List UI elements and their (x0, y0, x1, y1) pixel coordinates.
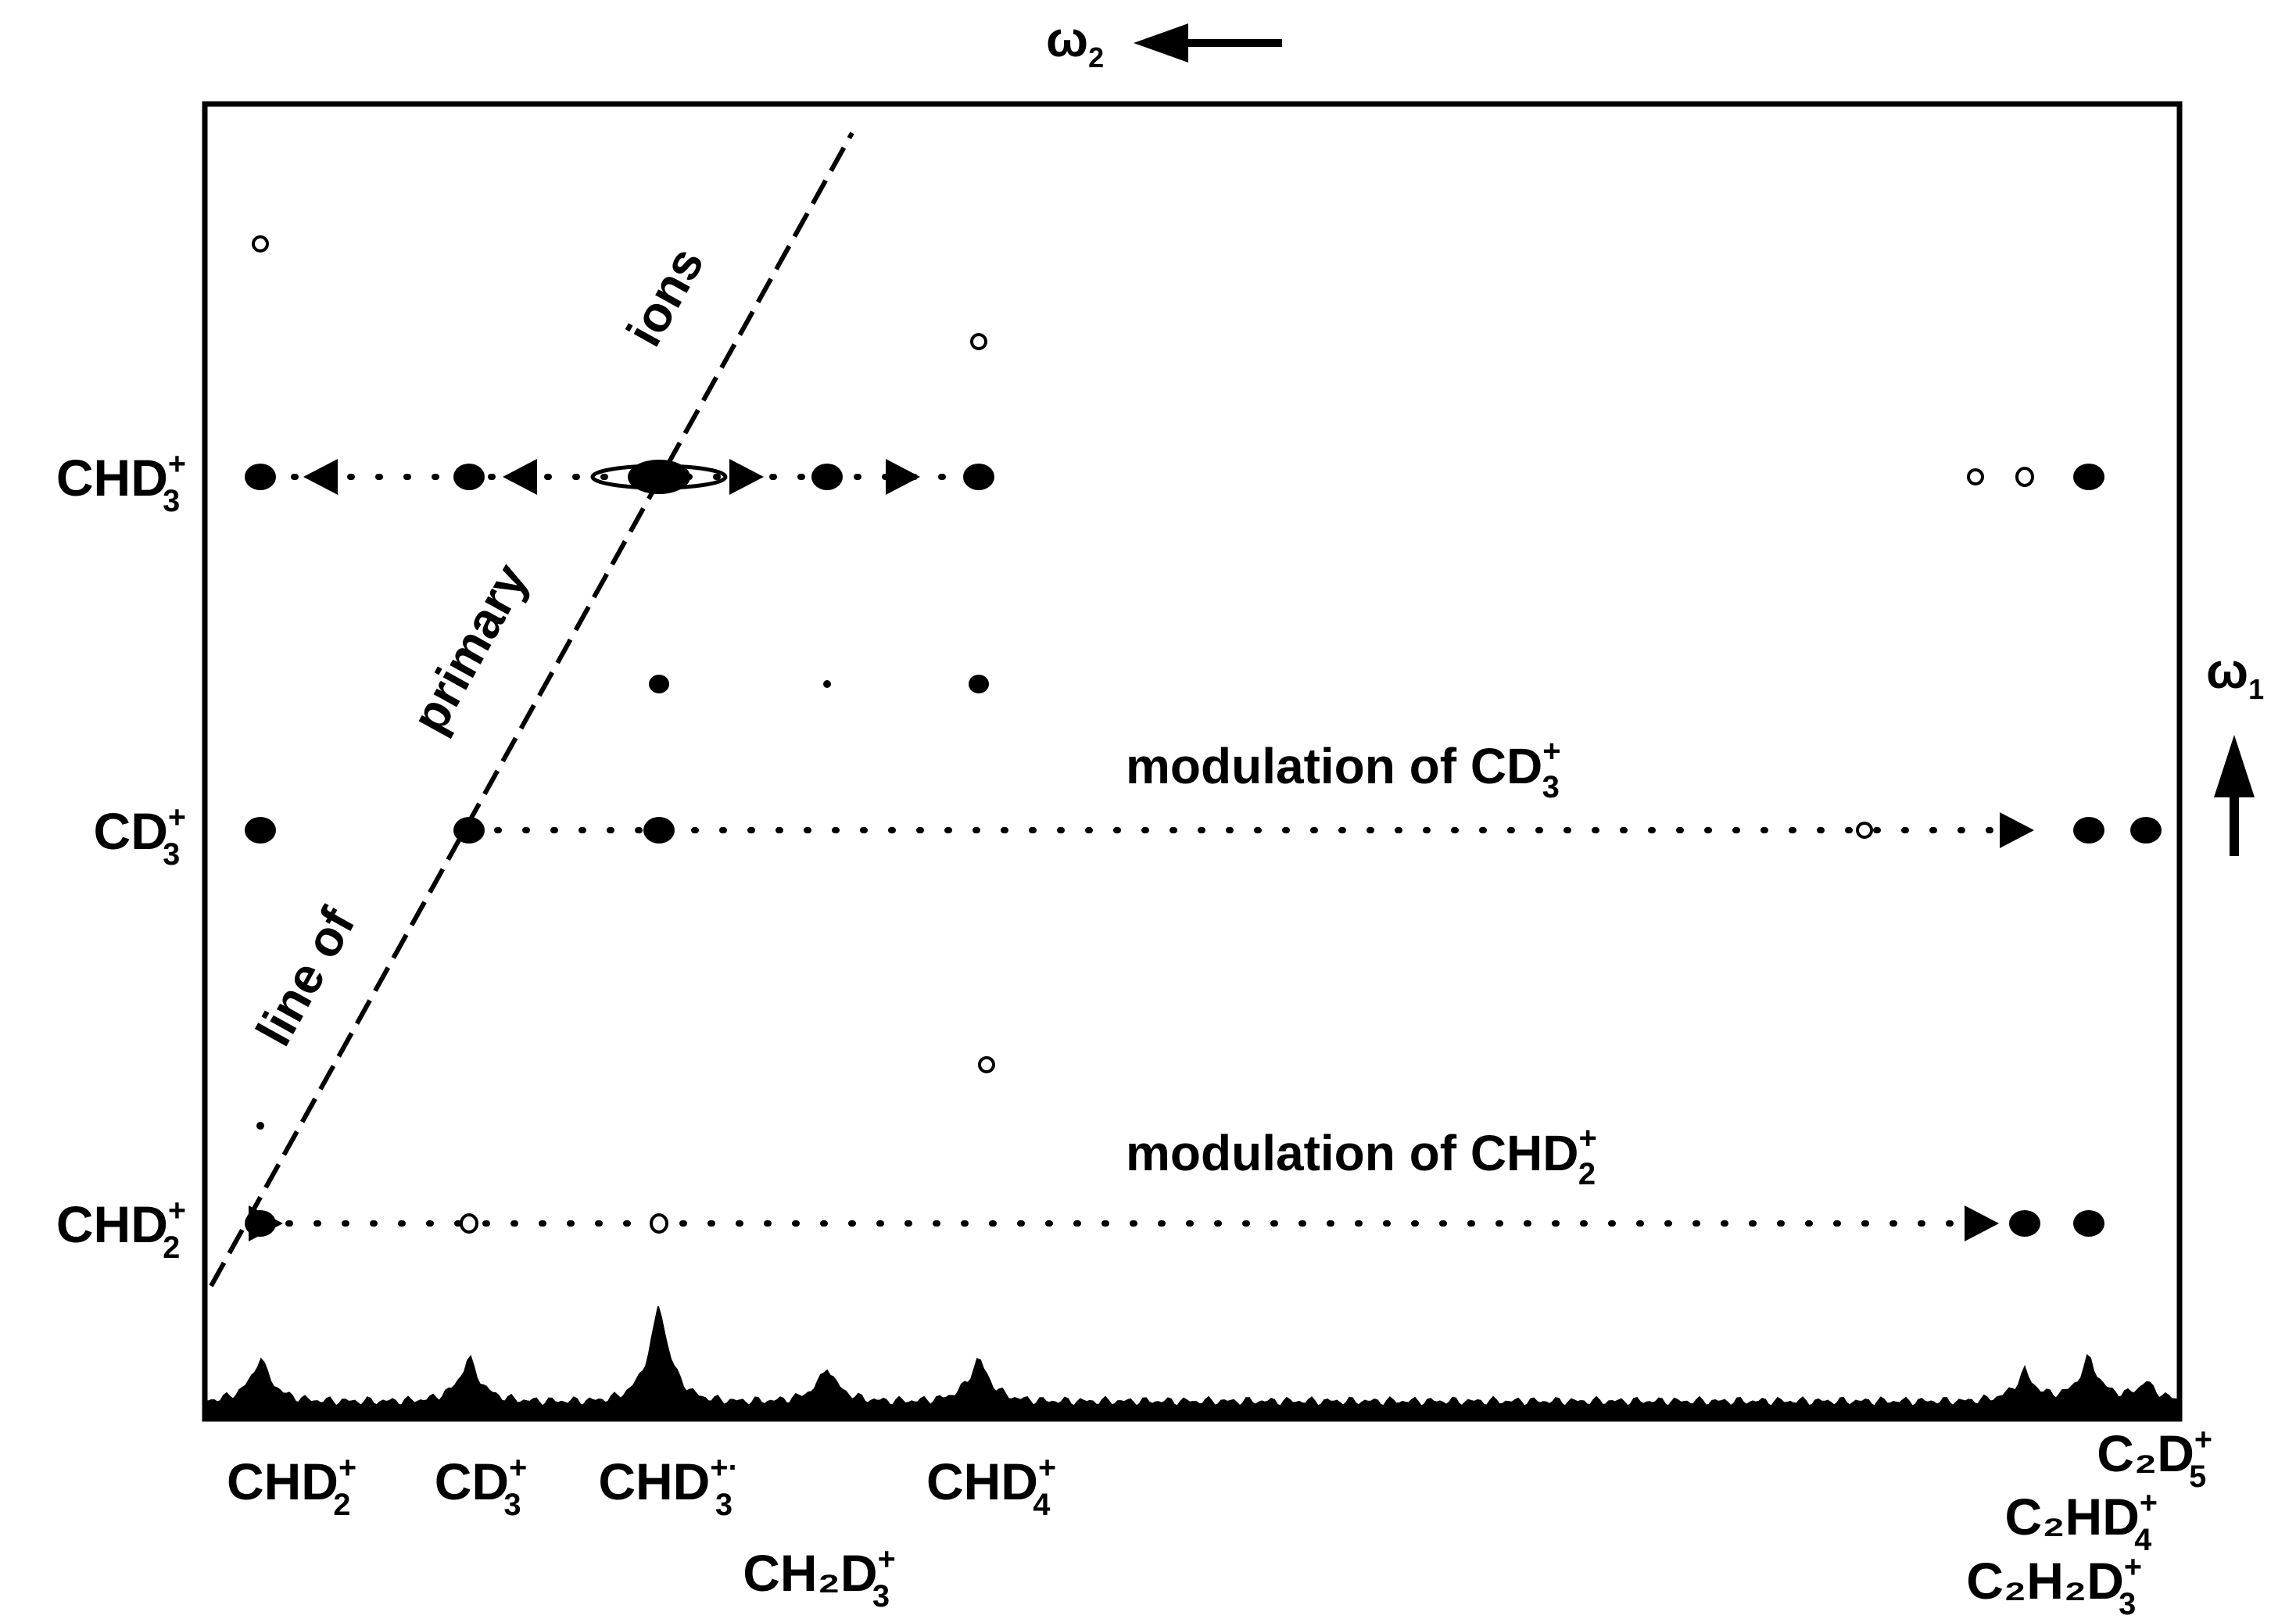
chart-text: line of primary ions modulation of CD+ 3 modu… (56, 11, 2264, 1619)
peak-chd3-cd3 (643, 817, 675, 844)
modulation-label-chd2: modulation of CHD+ 2 (1126, 1121, 1597, 1191)
arrow-head-0 (303, 459, 338, 495)
y-label-chd2: CHD+ 2 (56, 1193, 186, 1265)
y-label-chd3: CHD+ 3 (56, 446, 186, 518)
spectrum-trace (204, 1306, 2180, 1420)
arrow-head-2 (729, 459, 764, 495)
x-label-chd4: CHD+ 4 (926, 1450, 1056, 1522)
x-label-c2d5: C₂D+ 5 (2097, 1422, 2212, 1494)
peak-c2hd4-chd3 (2073, 464, 2104, 490)
minor-peak-2 (649, 675, 669, 693)
chart-marks (204, 23, 2255, 1420)
peak-c2hd4-chd2 (2073, 1210, 2104, 1237)
arrow-head-4 (2000, 812, 2034, 848)
minor-peak-8 (1856, 822, 1873, 839)
diagonal-line (209, 131, 854, 1288)
peak-chd4-chd3 (963, 464, 994, 490)
x-label-chd3: CHD+· 3 (598, 1450, 738, 1522)
x-label-ch2d3: CH₂D+ 3 (743, 1542, 895, 1614)
peak-chd3-chd2 (650, 1213, 668, 1234)
omega1-label: ω1 (2206, 643, 2264, 705)
minor-peak-4 (969, 675, 989, 693)
modulation-label-cd3: modulation of CD+ 3 (1126, 734, 1561, 804)
omega2-label: ω2 (1046, 11, 1104, 73)
peak-ch2d3-chd3 (811, 464, 843, 490)
arrow-head-5 (1965, 1205, 1999, 1241)
minor-peak-7 (1967, 468, 1984, 485)
arrow-head-3 (886, 459, 920, 495)
omega1-arrow (2214, 735, 2255, 856)
minor-peak-5 (978, 1056, 995, 1073)
diagonal-label-0: line of (245, 898, 367, 1055)
arrow-head-1 (503, 459, 537, 495)
minor-peak-6 (256, 1122, 264, 1130)
peak-c2h2d3-chd3 (2015, 467, 2034, 487)
peak-cd3-chd3 (453, 464, 485, 490)
minor-peak-3 (823, 680, 831, 688)
diagonal-label-2: ions (615, 238, 715, 355)
x-label-c2hd4: C₂HD+ 4 (2005, 1485, 2158, 1557)
y-label-cd3: CD+ 3 (94, 800, 186, 872)
x-label-cd3: CD+ 3 (435, 1450, 527, 1522)
peak-c2d5-cd3 (2130, 817, 2162, 844)
minor-peak-1 (970, 333, 987, 350)
peak-c2hd4-cd3 (2073, 817, 2104, 844)
peak-c2h2d3-chd2 (2009, 1210, 2040, 1237)
diagonal-label-1: primary (400, 554, 539, 743)
omega2-arrow (1134, 23, 1282, 63)
peak-cd3-chd2 (460, 1213, 478, 1234)
peak-chd2-chd2 (245, 1210, 276, 1237)
minor-peak-0 (252, 235, 269, 253)
peak-chd2-cd3 (245, 817, 276, 844)
x-label-c2h2d3: C₂H₂D+ 3 (1966, 1549, 2142, 1619)
x-label-chd2: CHD+ 2 (227, 1450, 356, 1522)
peak-chd2-chd3 (245, 464, 276, 490)
